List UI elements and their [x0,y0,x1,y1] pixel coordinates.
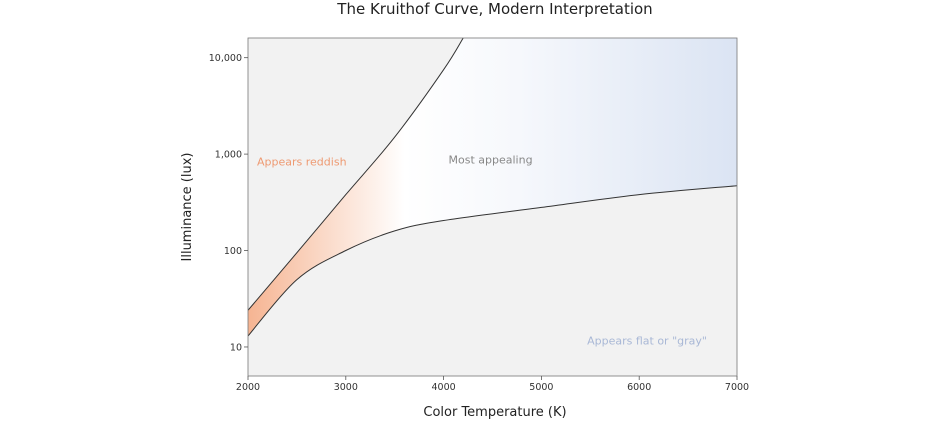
x-tick-label: 2000 [236,382,260,393]
y-axis: 10 100 1,000 10,000 [209,53,248,353]
lower-boundary-curve [248,185,737,337]
x-axis-label: Color Temperature (K) [423,405,566,420]
x-tick-label: 6000 [627,382,651,393]
y-tick-label: 100 [224,246,242,257]
region-label: Appears reddish [257,156,347,169]
region-label: Most appealing [449,153,533,166]
x-tick-label: 5000 [529,382,553,393]
region-labels: Appears reddish Most appealing Appears fla… [257,153,707,347]
chart-title: The Kruithof Curve, Modern Interpretatio… [336,0,652,18]
appealing-band [248,38,737,336]
upper-boundary-curve [248,38,464,311]
plot-frame [247,37,738,377]
x-axis: 2000 3000 4000 5000 6000 7000 [236,376,749,393]
x-tick-label: 7000 [725,382,749,393]
y-tick-label: 10,000 [209,53,242,64]
y-tick-label: 10 [230,342,242,353]
x-tick-label: 4000 [432,382,456,393]
x-tick-label: 3000 [334,382,358,393]
y-axis-label: Illuminance (lux) [180,153,195,262]
region-label: Appears flat or "gray" [587,335,707,348]
y-tick-label: 1,000 [215,150,242,161]
